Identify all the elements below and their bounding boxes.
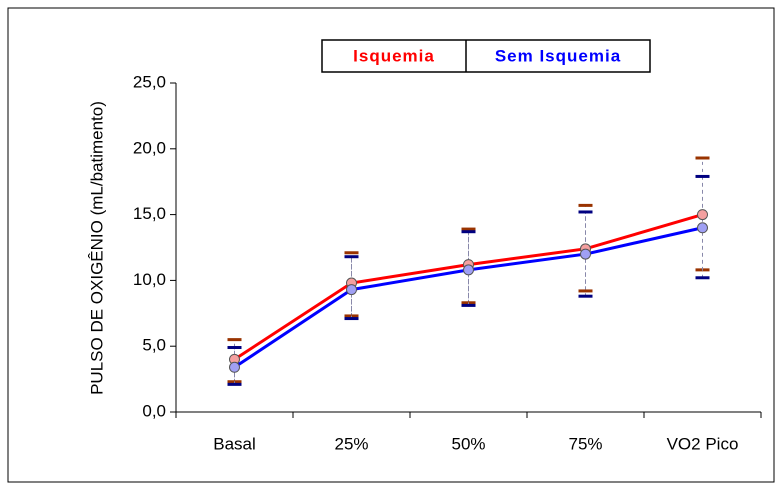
x-tick-label: 25% (334, 434, 368, 453)
point (580, 248, 591, 260)
legend-box (321, 39, 651, 73)
y-tick-label: 0,0 (142, 401, 166, 420)
point (697, 209, 708, 221)
x-tick-label: 50% (451, 434, 485, 453)
y-axis-label: PULSO DE OXIGÊNIO (mL/batimento) (87, 101, 106, 395)
y-tick-label: 25,0 (133, 72, 166, 91)
x-tick-label: 75% (568, 434, 602, 453)
x-tick-label: Basal (213, 434, 256, 453)
point (697, 222, 708, 234)
y-tick-label: 20,0 (133, 138, 166, 157)
y-tick-label: 5,0 (142, 336, 166, 355)
point (346, 284, 357, 296)
x-tick-label: VO2 Pico (667, 434, 739, 453)
point (229, 361, 240, 373)
legend-label: Isquemia (353, 46, 435, 65)
legend-label: Sem Isquemia (495, 46, 621, 65)
y-tick-label: 10,0 (133, 270, 166, 289)
point (463, 264, 474, 276)
chart-border (7, 7, 775, 483)
y-tick-label: 15,0 (133, 204, 166, 223)
